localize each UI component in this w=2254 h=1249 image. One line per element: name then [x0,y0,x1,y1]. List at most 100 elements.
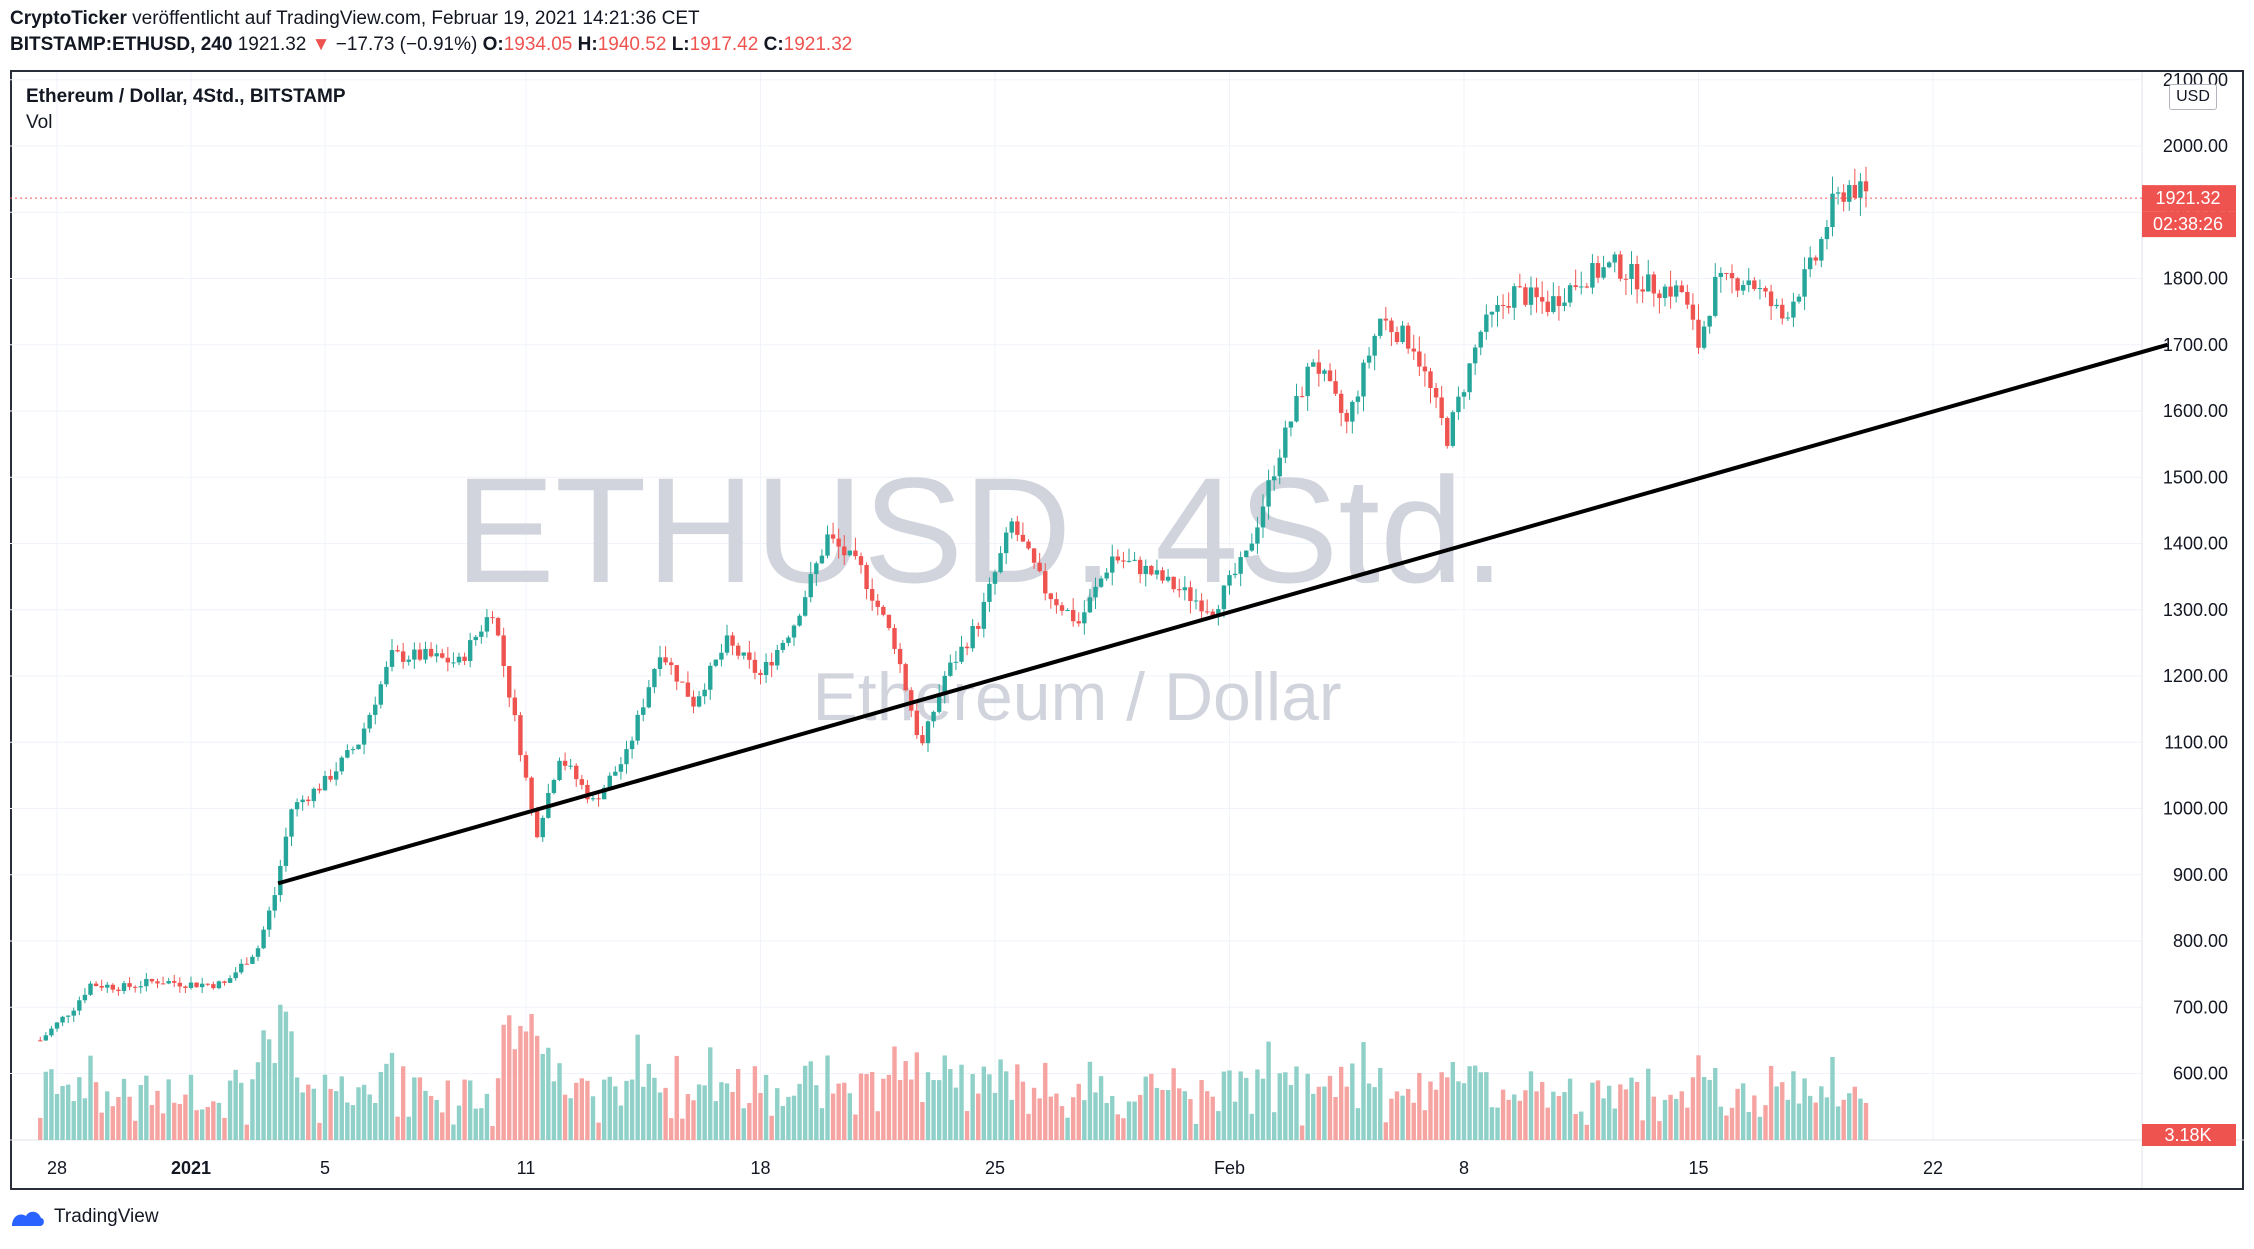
candle-body [1523,287,1528,305]
open-label: O: [482,34,504,55]
volume-bar [1445,1077,1450,1140]
chart-frame [10,70,2244,1190]
candle-body [847,550,853,556]
volume-bar [853,1114,858,1140]
candle-body [306,799,311,802]
candle-body [1629,263,1634,279]
volume-bar [1389,1098,1394,1140]
currency-button[interactable]: USD [2169,84,2217,110]
volume-bar [1327,1075,1333,1140]
volume-bar [1696,1055,1701,1140]
high-value: 1940.52 [597,34,667,55]
volume-bar [250,1079,255,1140]
volume-badge-label: 3.18K [2164,1125,2211,1145]
volume-bar [668,1118,674,1140]
volume-bar [350,1105,356,1140]
volume-bar [1847,1093,1852,1140]
footer-brand[interactable]: TradingView [10,1206,159,1228]
series-legend[interactable]: Ethereum / Dollar, 4Std., BITSTAMP [26,86,346,107]
volume-bar [1467,1066,1472,1140]
volume-bar [1763,1105,1768,1140]
candle-body [574,765,579,780]
candle-body [1785,317,1791,319]
volume-bar [953,1087,959,1140]
candle-body [1394,332,1400,343]
volume-bar [49,1069,54,1140]
volume-bar [1629,1077,1634,1140]
candle-body [1188,587,1193,602]
volume-legend[interactable]: Vol [26,112,53,133]
candle-body [222,981,227,983]
candle-body [105,984,110,988]
candle-body [1311,362,1316,367]
volume-bar [1210,1096,1215,1140]
volume-bar [1433,1089,1439,1140]
volume-bar [138,1084,143,1140]
candle-body [456,656,462,663]
candle-body [970,625,975,649]
volume-bar [1299,1125,1305,1140]
volume-bar [1551,1091,1556,1140]
volume-bar [1456,1081,1461,1140]
volume-bar [590,1096,596,1140]
volume-bar [1316,1086,1322,1140]
time-tick-label: 2021 [171,1158,211,1178]
candle-body [1579,286,1584,288]
candle-body [495,618,501,636]
volume-bar [959,1064,964,1140]
volume-bar [819,1108,825,1140]
volume-bar [629,1079,635,1140]
candle-body [1372,335,1377,356]
volume-bar [970,1074,975,1140]
volume-bar [434,1100,439,1140]
candle-body [1428,371,1433,389]
candle-body [1327,370,1333,382]
volume-bar [1171,1068,1176,1140]
volume-bar [1673,1098,1679,1140]
candle-body [1556,296,1562,306]
candle-body [763,661,769,676]
volume-bar [1417,1072,1422,1140]
candle-body [1500,304,1506,306]
candle-body [1606,262,1612,268]
candle-body [702,689,707,697]
candle-body [144,978,149,987]
candle-body [272,895,277,911]
price-tick-label: 600.00 [2173,1064,2228,1084]
volume-bar [1361,1042,1366,1140]
candle-body [1110,556,1115,573]
candle-body [1551,296,1556,312]
volume-bar [1662,1099,1668,1140]
candle-body [1852,185,1858,198]
volume-bar [1718,1106,1724,1140]
down-arrow-icon: ▼ [311,34,331,55]
candle-body [920,735,925,744]
volume-bar [691,1100,696,1140]
trendline[interactable] [277,342,2169,886]
candle-body [93,983,99,986]
volume-bar [613,1086,618,1140]
volume-bar [534,1035,540,1140]
volume-bar [1031,1087,1037,1140]
volume-bar [300,1092,305,1140]
low-value: 1917.42 [689,34,759,55]
volume-bar [1724,1115,1729,1140]
candle-body [1813,257,1818,261]
candle-body [769,661,774,666]
volume-bar [467,1080,473,1140]
volume-bar [1562,1092,1567,1140]
volume-bar [1852,1086,1858,1140]
volume-bar [518,1025,523,1140]
candle-body [1076,621,1081,624]
volume-bar [1746,1111,1751,1140]
volume-bar [981,1066,987,1140]
volume-bar [1573,1114,1578,1140]
volume-bar [1154,1087,1160,1140]
candle-body [1288,421,1294,428]
volume-bar [1500,1089,1506,1140]
open-value: 1934.05 [503,34,573,55]
volume-bar [546,1047,551,1140]
candle-body [925,721,931,744]
volume-bar [406,1116,411,1140]
